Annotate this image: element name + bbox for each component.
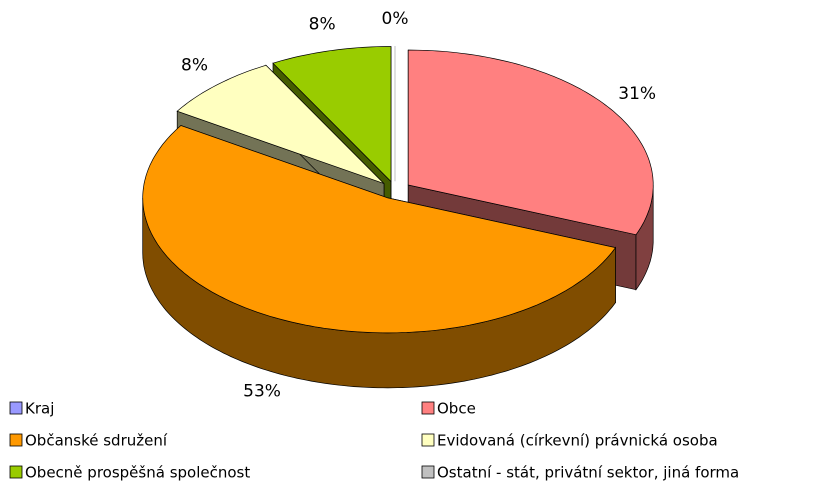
legend-swatch xyxy=(9,401,23,415)
slice-top xyxy=(407,49,654,236)
data-label: 53% xyxy=(243,382,281,402)
data-label: 0% xyxy=(382,9,409,29)
legend-swatch xyxy=(421,433,435,447)
pie-slice xyxy=(142,125,617,389)
legend-label: Občanské sdružení xyxy=(25,432,168,450)
legend-swatch xyxy=(9,433,23,447)
data-label: 8% xyxy=(309,15,336,35)
legend-label: Kraj xyxy=(25,400,54,418)
legend-label: Obecně prospěšná společnost xyxy=(25,464,250,482)
slice-top xyxy=(272,46,392,183)
data-label: 8% xyxy=(181,55,208,75)
legend-swatch xyxy=(9,465,23,479)
legend-swatch xyxy=(421,401,435,415)
slice-top xyxy=(176,64,385,184)
legend-label: Obce xyxy=(437,400,476,418)
legend-label: Ostatní - stát, privátní sektor, jiná fo… xyxy=(437,464,739,482)
data-label: 31% xyxy=(618,84,656,104)
legend-label: Evidovaná (církevní) právnická osoba xyxy=(437,432,718,450)
legend-swatch xyxy=(421,465,435,479)
slice-top xyxy=(142,125,617,334)
